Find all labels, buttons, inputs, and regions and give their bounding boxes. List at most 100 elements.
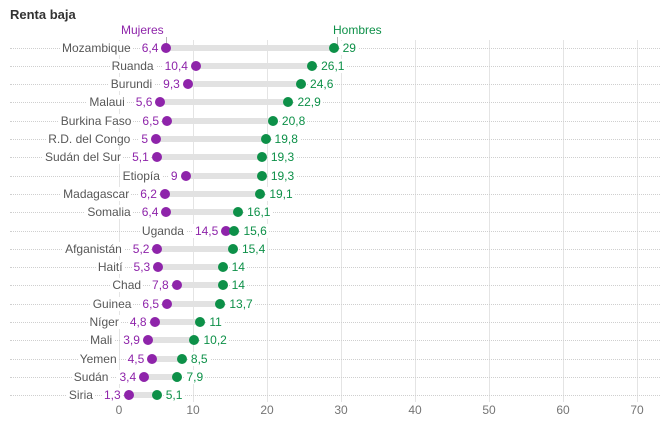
hombres-value-label: 19,3 (268, 150, 297, 165)
mujeres-dot[interactable] (139, 371, 150, 382)
hombres-dot[interactable] (215, 298, 226, 309)
mujeres-dot[interactable] (151, 134, 161, 144)
mujeres-dot[interactable] (221, 225, 232, 236)
chart-row: Madagascar 6,2 19,1 (0, 185, 668, 203)
mujeres-dot[interactable] (147, 353, 158, 364)
row-dotted-line (10, 303, 660, 305)
x-gridline (563, 40, 564, 402)
hombres-dot[interactable] (255, 188, 266, 199)
connector-bar (166, 44, 334, 51)
hombres-dot[interactable] (172, 371, 183, 382)
hombres-dot[interactable] (217, 280, 228, 291)
chart-row: Burundi 9,3 24,6 (0, 75, 668, 93)
mujeres-value-label: 6,5 (140, 296, 162, 311)
row-left-labels: Somalia 6,4 (85, 203, 161, 221)
chart-row: Sudán del Sur 5,1 19,3 (0, 148, 668, 166)
chart-title: Renta baja (10, 7, 76, 22)
connector-bar (166, 209, 239, 216)
hombres-value-label: 15,4 (239, 241, 268, 256)
hombres-value-label: 10,2 (201, 333, 229, 348)
hombres-dot[interactable] (229, 225, 240, 236)
mujeres-dot[interactable] (162, 115, 173, 126)
mujeres-dot[interactable] (159, 188, 170, 199)
hombres-value-label: 8,5 (188, 351, 210, 366)
legend-label-mujeres: Mujeres (121, 23, 164, 37)
connector-bar (176, 282, 223, 289)
mujeres-dot[interactable] (180, 170, 191, 181)
hombres-value-label: 22,9 (295, 95, 323, 110)
mujeres-dot[interactable] (153, 262, 164, 273)
chart-row: Haití 5,3 14 (0, 258, 668, 276)
x-gridline (637, 40, 638, 402)
mujeres-dot[interactable] (155, 97, 166, 108)
row-dotted-line (10, 376, 660, 378)
category-label: Níger (87, 315, 121, 329)
hombres-dot[interactable] (307, 60, 318, 71)
hombres-value-label: 11 (207, 315, 224, 329)
mujeres-dot[interactable] (142, 335, 153, 346)
row-left-labels: Níger 4,8 (87, 313, 149, 331)
hombres-dot[interactable] (195, 317, 206, 327)
mujeres-dot[interactable] (149, 317, 160, 327)
x-gridline (341, 40, 342, 402)
row-left-labels: Uganda 14,5 (139, 222, 221, 240)
connector-bar (144, 373, 178, 380)
category-label: Burundi (108, 77, 155, 92)
category-label: Afganistán (63, 241, 124, 256)
mujeres-dot[interactable] (161, 42, 172, 53)
hombres-value-label: 19,3 (268, 168, 297, 183)
chart-row: Siria 1,3 5,1 (0, 386, 668, 404)
chart-row: Uganda 14,5 15,6 (0, 222, 668, 240)
mujeres-value-label: 3,9 (121, 333, 142, 348)
row-dotted-line (10, 322, 660, 323)
mujeres-dot[interactable] (123, 390, 134, 401)
hombres-value-label: 29 (340, 40, 358, 55)
row-dotted-line (10, 340, 660, 342)
legend-label-hombres: Hombres (333, 23, 382, 37)
x-axis-tick-label: 60 (556, 403, 570, 417)
row-dotted-line (10, 285, 660, 287)
row-dotted-line (10, 157, 660, 159)
row-dotted-line (10, 267, 660, 269)
mujeres-dot[interactable] (182, 79, 193, 90)
hombres-dot[interactable] (256, 152, 267, 163)
hombres-dot[interactable] (233, 207, 244, 218)
row-dotted-line (10, 120, 660, 122)
hombres-dot[interactable] (227, 243, 238, 254)
mujeres-dot[interactable] (161, 207, 172, 218)
hombres-dot[interactable] (283, 97, 294, 108)
mujeres-dot[interactable] (162, 298, 173, 309)
row-dotted-line (10, 248, 660, 250)
hombres-dot[interactable] (296, 79, 307, 90)
hombres-value-label: 5,1 (163, 388, 185, 403)
row-left-labels: Malaui 5,6 (87, 93, 155, 111)
x-gridline (489, 40, 490, 402)
mujeres-value-label: 5 (139, 132, 150, 146)
mujeres-dot[interactable] (171, 280, 182, 291)
hombres-dot[interactable] (217, 262, 228, 273)
category-label: Haití (95, 260, 125, 275)
category-label: R.D. del Congo (46, 132, 133, 146)
hombres-dot[interactable] (328, 42, 339, 53)
hombres-dot[interactable] (260, 134, 271, 144)
connector-bar (157, 245, 233, 252)
chart-row: Ruanda 10,4 26,1 (0, 57, 668, 75)
row-left-labels: Burundi 9,3 (108, 75, 182, 93)
mujeres-dot[interactable] (152, 243, 163, 254)
row-dotted-line (10, 175, 660, 177)
hombres-dot[interactable] (267, 115, 278, 126)
hombres-dot[interactable] (256, 170, 267, 181)
mujeres-value-label: 5,2 (130, 241, 152, 256)
mujeres-dot[interactable] (190, 60, 201, 71)
hombres-dot[interactable] (151, 390, 162, 401)
hombres-dot[interactable] (189, 335, 200, 346)
connector-bar (160, 99, 289, 106)
hombres-dot[interactable] (176, 353, 187, 364)
mujeres-value-label: 6,4 (139, 40, 161, 55)
mujeres-value-label: 6,4 (139, 205, 161, 220)
row-dotted-line (10, 102, 660, 104)
hombres-value-label: 19,8 (272, 132, 300, 146)
mujeres-dot[interactable] (151, 152, 162, 163)
connector-bar (152, 355, 182, 362)
chart-row: Burkina Faso 6,5 20,8 (0, 112, 668, 130)
